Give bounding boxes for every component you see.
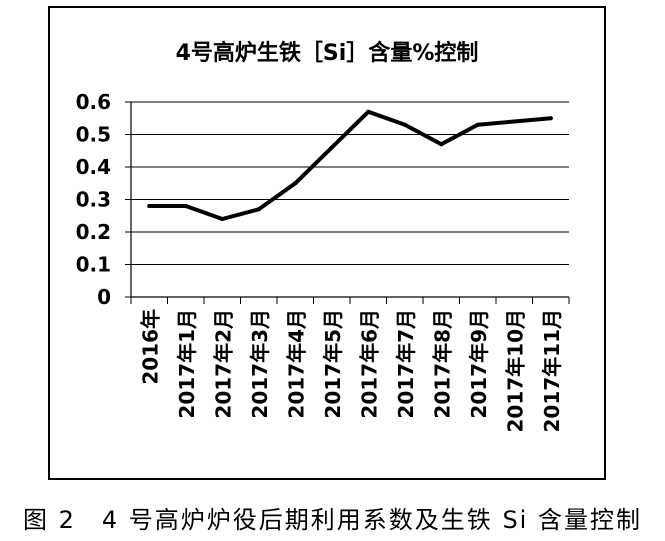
data-point (548, 116, 553, 121)
data-point (475, 122, 480, 127)
data-point (183, 204, 188, 208)
chart-frame (48, 6, 606, 480)
y-tick-label: 0.6 (76, 90, 111, 114)
y-tick-label: 0.2 (76, 220, 111, 244)
data-point (439, 142, 444, 147)
series-line (147, 109, 553, 221)
y-tick-label: 0.5 (76, 123, 111, 147)
x-tick-label: 2017年1月 (175, 309, 199, 419)
x-tick-label: 2017年8月 (430, 309, 454, 419)
data-point (147, 204, 152, 208)
data-point (512, 119, 517, 124)
data-point (329, 145, 334, 150)
x-tick-label: 2017年2月 (211, 309, 235, 419)
series (147, 109, 553, 221)
data-point (256, 207, 261, 212)
x-tick-label: 2016年 (138, 309, 162, 385)
x-tick-label: 2017年5月 (321, 309, 345, 419)
x-tick-labels: 2016年 2017年1月 2017年2月 2017年3月 2017年4月 2017年5月… (138, 309, 564, 433)
data-point (366, 109, 371, 114)
data-point (293, 181, 298, 186)
data-point (220, 217, 225, 221)
x-tick-label: 2017年11月 (540, 309, 564, 433)
chart-title: 4号高炉生铁［Si］含量%控制 (176, 40, 479, 66)
y-tick-labels: 0 0.1 0.2 0.3 0.4 0.5 0.6 (76, 90, 111, 309)
axes (125, 101, 570, 304)
x-tick-label: 2017年10月 (503, 309, 527, 433)
y-tick-label: 0.3 (76, 188, 111, 212)
figure-caption: 图 2 4 号高炉炉役后期利用系数及生铁 Si 含量控制 (23, 506, 642, 534)
gridlines (131, 101, 569, 265)
y-tick-label: 0.1 (76, 253, 111, 277)
x-tick-label: 2017年9月 (467, 309, 491, 419)
y-tick-label: 0.4 (76, 155, 111, 179)
y-tick-label: 0 (97, 285, 111, 309)
x-tick-label: 2017年3月 (248, 309, 272, 419)
x-tick-label: 2017年4月 (284, 309, 308, 419)
x-tick-label: 2017年6月 (357, 309, 381, 419)
data-point (402, 122, 407, 127)
x-tick-label: 2017年7月 (394, 309, 418, 419)
line-chart: 4号高炉生铁［Si］含量%控制 0 0.1 0.2 0.3 0.4 0.5 0.6 2016… (76, 40, 570, 433)
